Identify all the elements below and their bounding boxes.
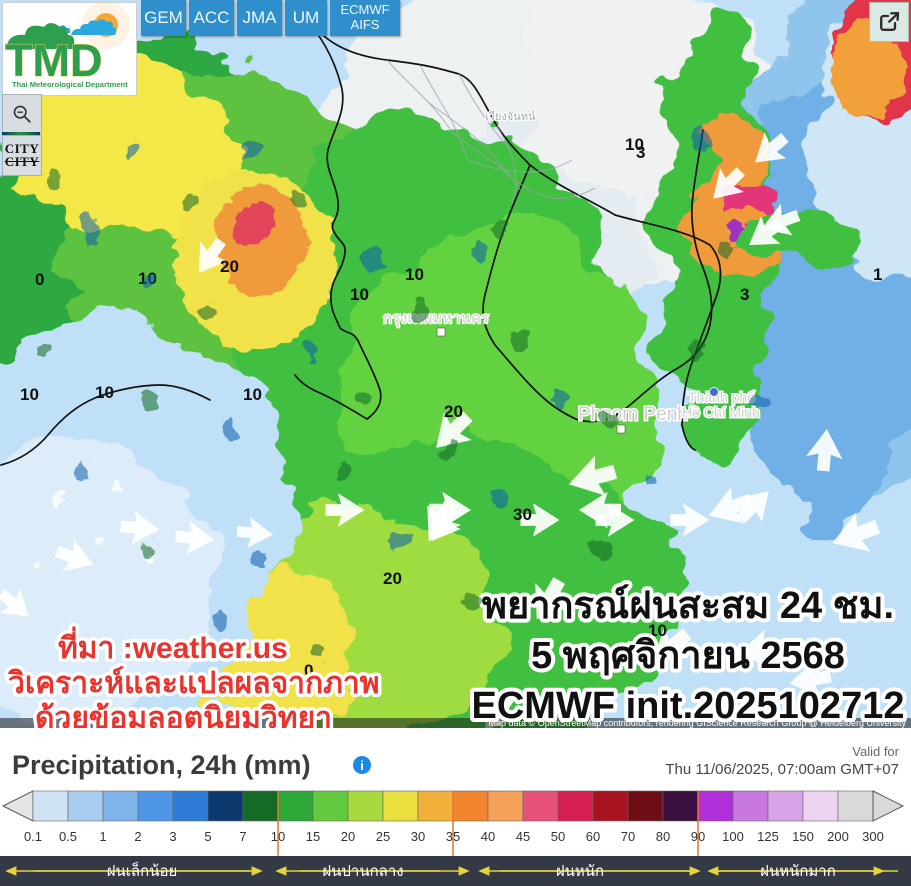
svg-text:Thai Meteorological Department: Thai Meteorological Department bbox=[12, 80, 128, 89]
svg-text:กรุงเทพมหานคร: กรุงเทพมหานคร bbox=[383, 310, 489, 328]
svg-text:0.5: 0.5 bbox=[59, 829, 77, 844]
svg-text:20: 20 bbox=[383, 569, 402, 588]
svg-text:Precipitation, 24h (mm): Precipitation, 24h (mm) bbox=[12, 750, 311, 780]
svg-text:25: 25 bbox=[376, 829, 390, 844]
svg-text:i: i bbox=[360, 758, 364, 773]
svg-text:ECMWF init.2025102712: ECMWF init.2025102712 bbox=[472, 685, 905, 727]
svg-text:40: 40 bbox=[481, 829, 495, 844]
svg-text:ด้วยข้อมูลอุตุนิยมวิทยา: ด้วยข้อมูลอุตุนิยมวิทยา bbox=[35, 702, 332, 728]
svg-text:ฝนหนักมาก: ฝนหนักมาก bbox=[760, 863, 836, 880]
svg-text:10: 10 bbox=[243, 385, 262, 404]
svg-text:45: 45 bbox=[516, 829, 530, 844]
svg-text:2: 2 bbox=[134, 829, 141, 844]
svg-text:3: 3 bbox=[169, 829, 176, 844]
svg-text:0: 0 bbox=[35, 270, 44, 289]
svg-text:20: 20 bbox=[220, 257, 239, 276]
svg-text:5: 5 bbox=[204, 829, 211, 844]
svg-text:80: 80 bbox=[656, 829, 670, 844]
svg-text:15: 15 bbox=[306, 829, 320, 844]
svg-text:3: 3 bbox=[636, 143, 645, 162]
svg-text:150: 150 bbox=[792, 829, 814, 844]
svg-text:Thu 11/06/2025, 07:00am GMT+07: Thu 11/06/2025, 07:00am GMT+07 bbox=[665, 761, 899, 778]
svg-text:ฝนหนัก: ฝนหนัก bbox=[556, 863, 604, 880]
svg-text:10: 10 bbox=[95, 383, 114, 402]
svg-text:Thành phố: Thành phố bbox=[688, 389, 755, 405]
svg-text:วิเคราะห์และแปลผลจากภาพ: วิเคราะห์และแปลผลจากภาพ bbox=[7, 666, 380, 700]
svg-text:5 พฤศจิกายน 2568: 5 พฤศจิกายน 2568 bbox=[531, 635, 845, 677]
svg-text:7: 7 bbox=[239, 829, 246, 844]
svg-text:ที่มา :weather.us: ที่มา :weather.us bbox=[58, 626, 288, 665]
svg-text:70: 70 bbox=[621, 829, 635, 844]
svg-text:3: 3 bbox=[740, 285, 749, 304]
svg-text:ฝนปานกลาง: ฝนปานกลาง bbox=[322, 863, 403, 880]
svg-text:1: 1 bbox=[99, 829, 106, 844]
svg-text:TMD: TMD bbox=[5, 35, 102, 86]
svg-text:20: 20 bbox=[341, 829, 355, 844]
svg-text:เวียงจันทน์: เวียงจันทน์ bbox=[485, 110, 536, 123]
svg-text:30: 30 bbox=[411, 829, 425, 844]
svg-text:0.1: 0.1 bbox=[24, 829, 42, 844]
svg-text:100: 100 bbox=[722, 829, 744, 844]
svg-text:20: 20 bbox=[444, 402, 463, 421]
svg-text:Valid for: Valid for bbox=[852, 744, 899, 759]
svg-text:30: 30 bbox=[513, 505, 532, 524]
svg-text:Hồ Chí Minh: Hồ Chí Minh bbox=[682, 404, 760, 420]
svg-text:ฝนเล็กน้อย: ฝนเล็กน้อย bbox=[107, 861, 178, 880]
svg-text:10: 10 bbox=[405, 265, 424, 284]
svg-text:พยากรณ์ฝนสะสม 24 ชม.: พยากรณ์ฝนสะสม 24 ชม. bbox=[482, 584, 894, 627]
svg-text:Phnom Penh: Phnom Penh bbox=[578, 404, 688, 425]
svg-text:125: 125 bbox=[757, 829, 779, 844]
svg-text:200: 200 bbox=[827, 829, 849, 844]
svg-text:10: 10 bbox=[20, 385, 39, 404]
svg-text:60: 60 bbox=[586, 829, 600, 844]
svg-text:50: 50 bbox=[551, 829, 565, 844]
svg-text:300: 300 bbox=[862, 829, 884, 844]
svg-text:1: 1 bbox=[873, 265, 882, 284]
svg-text:10: 10 bbox=[350, 285, 369, 304]
